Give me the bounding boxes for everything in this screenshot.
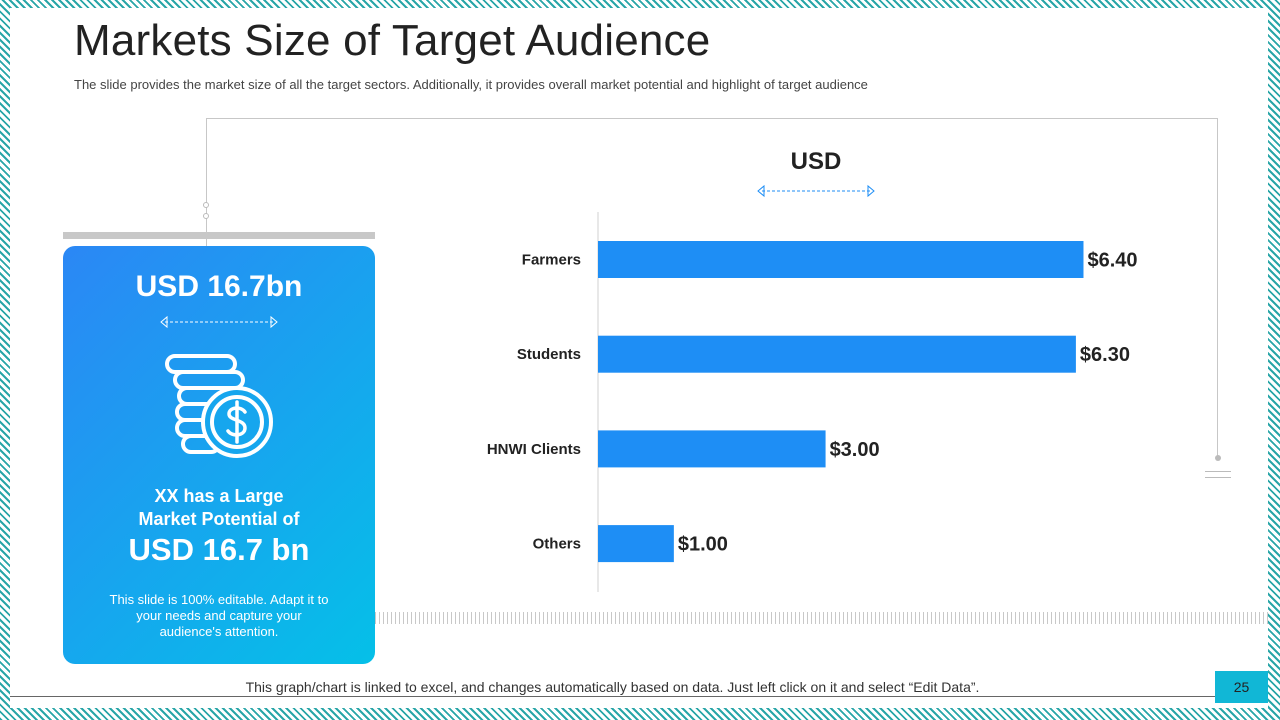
coin-stack-dollar-icon xyxy=(165,354,273,458)
bar-others xyxy=(598,525,674,563)
double-arrow-icon xyxy=(160,315,278,329)
card-text-line1: XX has a Large xyxy=(154,486,284,506)
bar-hnwi-clients xyxy=(598,430,826,468)
category-label: Farmers xyxy=(522,252,581,269)
footer-divider xyxy=(10,696,1215,697)
card-top-bar xyxy=(63,232,375,239)
bracket-end-line xyxy=(1205,471,1231,472)
category-label: HNWI Clients xyxy=(487,441,581,458)
data-label: $3.00 xyxy=(830,439,880,461)
decorative-stripe xyxy=(375,612,1268,624)
data-label: $1.00 xyxy=(678,534,728,556)
slide: Markets Size of Target Audience The slid… xyxy=(10,8,1268,708)
bracket-end-dot xyxy=(1215,455,1221,461)
card-big-value: USD 16.7 bn xyxy=(128,532,310,567)
slide-title: Markets Size of Target Audience xyxy=(74,16,711,65)
card-text-line2: Market Potential of xyxy=(138,509,300,529)
category-label: Students xyxy=(517,346,581,363)
chart-title: USD xyxy=(790,148,842,175)
footer-note: This graph/chart is linked to excel, and… xyxy=(245,679,980,695)
data-label: $6.40 xyxy=(1087,250,1137,272)
data-label: $6.30 xyxy=(1080,344,1130,366)
bracket-end-dot xyxy=(203,213,209,219)
double-arrow-icon xyxy=(757,184,875,198)
card-headline: USD 16.7bn xyxy=(135,270,303,303)
bar-students xyxy=(598,335,1076,373)
bar-chart: Farmers $6.40 Students $6.30 HNWI Clients $3.… xyxy=(487,212,1138,592)
category-label: Others xyxy=(533,536,581,553)
slide-subtitle: The slide provides the market size of al… xyxy=(74,77,868,92)
card-note: This slide is 100% editable. Adapt it to… xyxy=(109,592,329,639)
market-potential-card: USD 16.7bn XX has a Large Market Potenti… xyxy=(63,246,375,664)
bracket-end-line xyxy=(1205,477,1231,478)
bracket-end-dot xyxy=(203,202,209,208)
bar-farmers xyxy=(598,241,1084,278)
page-number: 25 xyxy=(1215,671,1268,703)
